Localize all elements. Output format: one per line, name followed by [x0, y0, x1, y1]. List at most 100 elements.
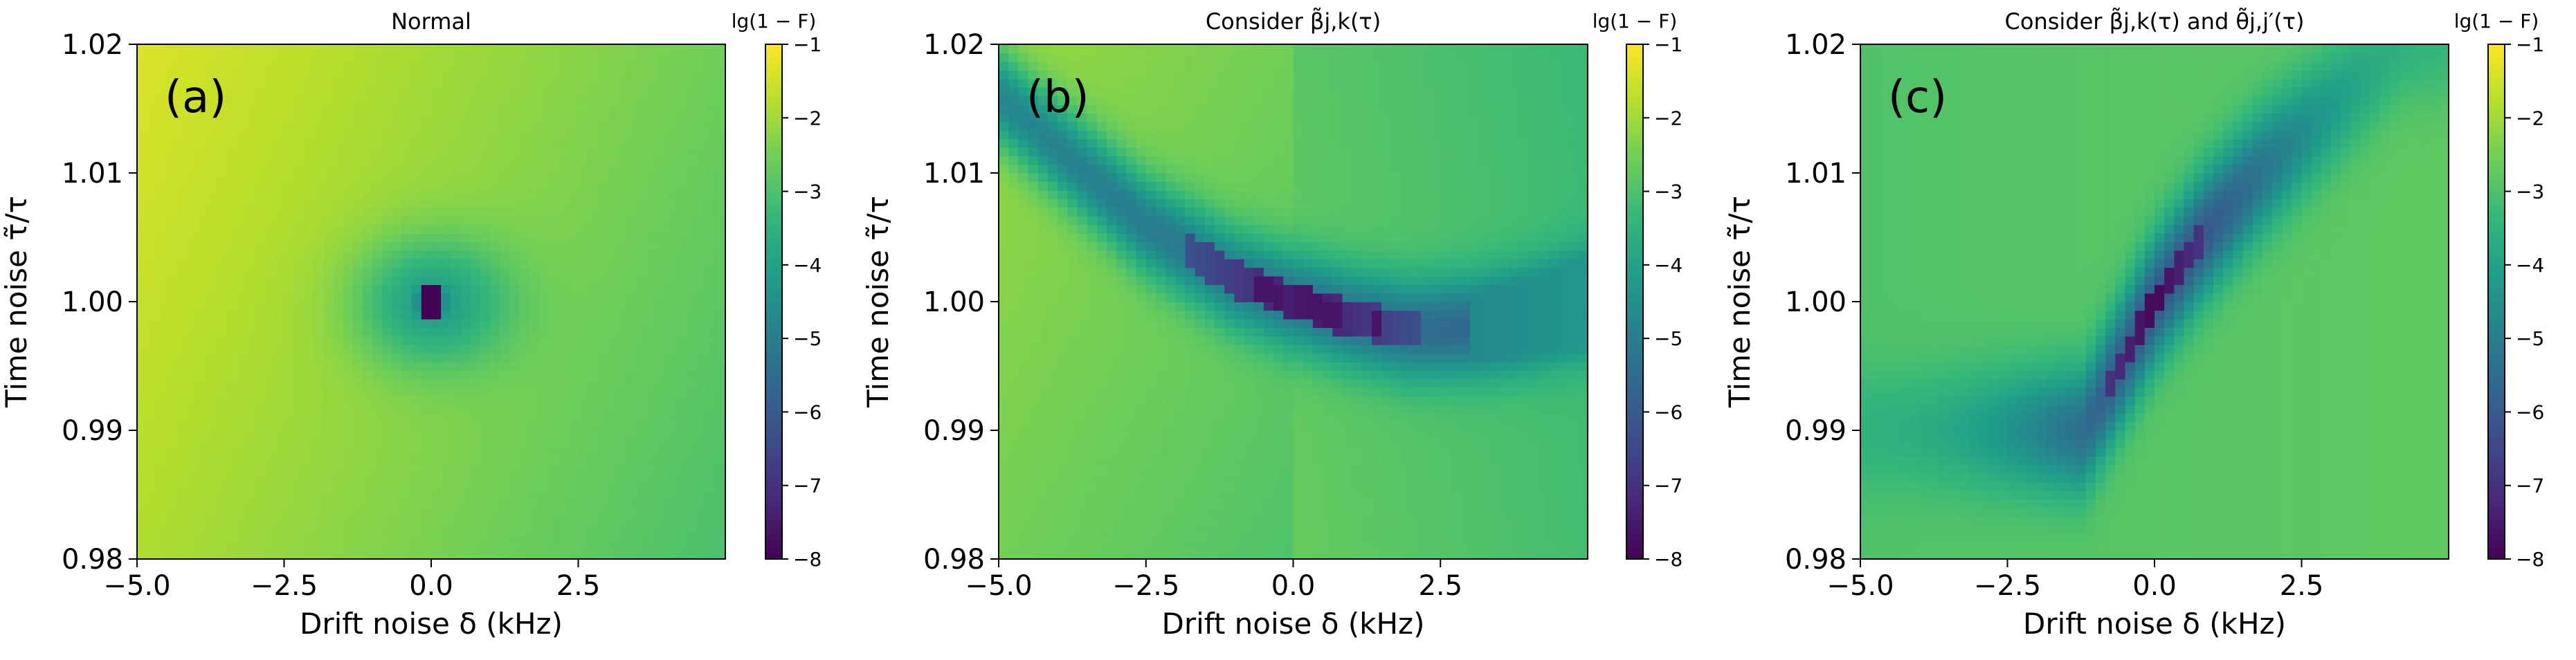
heatmap-cell [176, 318, 187, 328]
heatmap-cell [559, 507, 570, 517]
heatmap-cell [696, 173, 707, 183]
heatmap-cell [1145, 232, 1157, 242]
heatmap-cell [676, 353, 687, 363]
heatmap-cell [215, 336, 226, 345]
heatmap-cell [1107, 87, 1117, 97]
heatmap-cell [451, 499, 462, 508]
heatmap-cell [451, 396, 462, 405]
heatmap-cell [1087, 473, 1098, 483]
heatmap-cell [1047, 516, 1058, 526]
heatmap-cell [1096, 173, 1107, 183]
heatmap-cell [303, 336, 314, 345]
heatmap-cell [460, 121, 471, 131]
heatmap-cell [1185, 550, 1196, 560]
heatmap-cell [343, 95, 354, 105]
heatmap-cell [1165, 499, 1177, 508]
heatmap-cell [215, 421, 226, 431]
heatmap-cell [392, 430, 403, 440]
heatmap-cell [578, 284, 589, 294]
heatmap-cell [343, 396, 354, 405]
heatmap-cell [1047, 378, 1058, 388]
heatmap-cell [411, 507, 422, 517]
heatmap-cell [676, 490, 687, 499]
heatmap-cell [451, 173, 462, 183]
heatmap-cell [137, 224, 147, 234]
heatmap-cell [500, 181, 511, 191]
colorbar-step [765, 115, 782, 122]
heatmap-cell [460, 542, 471, 551]
heatmap-cell [185, 250, 197, 259]
heatmap-cell [1116, 318, 1127, 328]
heatmap-cell [1155, 259, 1166, 268]
heatmap-cell [705, 507, 716, 517]
heatmap-cell [705, 61, 716, 71]
heatmap-cell [1067, 207, 1078, 217]
heatmap-cell [509, 241, 520, 251]
heatmap-cell [264, 267, 275, 277]
heatmap-cell [646, 473, 657, 483]
heatmap-cell [137, 345, 147, 354]
heatmap-cell [1058, 121, 1069, 131]
heatmap-cell [519, 533, 530, 542]
heatmap-cell [1028, 70, 1039, 80]
heatmap-cell [549, 404, 559, 414]
heatmap-cell [608, 456, 618, 466]
heatmap-cell [549, 542, 559, 551]
heatmap-cell [255, 293, 265, 302]
heatmap-cell [1008, 447, 1019, 457]
heatmap-cell [431, 542, 442, 551]
heatmap-cell [1067, 250, 1078, 259]
heatmap-cell [1155, 413, 1166, 423]
heatmap-cell [343, 199, 354, 208]
heatmap-cell [608, 550, 618, 560]
heatmap-cell [166, 224, 177, 234]
heatmap-cell [314, 413, 324, 423]
colorbar-step [765, 456, 782, 464]
heatmap-cell [578, 542, 589, 551]
heatmap-cell [1018, 293, 1029, 302]
heatmap-cell [1204, 533, 1215, 542]
heatmap-cell [608, 293, 618, 302]
heatmap-cell [696, 232, 707, 242]
heatmap-cell [372, 370, 383, 380]
heatmap-cell [1195, 507, 1206, 517]
heatmap-cell [206, 327, 217, 337]
heatmap-cell [646, 464, 657, 474]
heatmap-cell [588, 130, 599, 140]
heatmap-cell [372, 61, 383, 71]
heatmap-cell [274, 232, 285, 242]
heatmap-cell [137, 482, 147, 491]
heatmap-cell [1116, 516, 1127, 526]
heatmap-cell [274, 78, 285, 88]
heatmap-cell [166, 181, 177, 191]
heatmap-cell [1185, 430, 1196, 440]
heatmap-cell [352, 78, 363, 88]
heatmap-cell [137, 95, 147, 105]
heatmap-cell [303, 370, 314, 380]
heatmap-cell [1096, 130, 1107, 140]
heatmap-cell [1107, 464, 1117, 474]
heatmap-cell [637, 473, 648, 483]
heatmap-cell [166, 456, 177, 466]
heatmap-cell [185, 345, 197, 354]
heatmap-cell [470, 241, 481, 251]
heatmap-cell [588, 353, 599, 363]
heatmap-cell [401, 275, 412, 285]
heatmap-cell [1126, 113, 1137, 122]
heatmap-cell [676, 345, 687, 354]
heatmap-cell [1008, 104, 1019, 113]
heatmap-cell [1096, 232, 1107, 242]
heatmap-cell [608, 524, 618, 534]
heatmap-cell [411, 302, 422, 311]
heatmap-cell [314, 293, 324, 302]
heatmap-cell [225, 216, 236, 226]
heatmap-cell [264, 370, 275, 380]
heatmap-cell [137, 156, 147, 165]
heatmap-cell [1096, 542, 1107, 551]
heatmap-cell [1047, 293, 1058, 302]
heatmap-cell [529, 370, 540, 380]
heatmap-cell [460, 241, 471, 251]
heatmap-cell [235, 87, 246, 97]
heatmap-cell [1058, 336, 1069, 345]
heatmap-cell [588, 181, 599, 191]
